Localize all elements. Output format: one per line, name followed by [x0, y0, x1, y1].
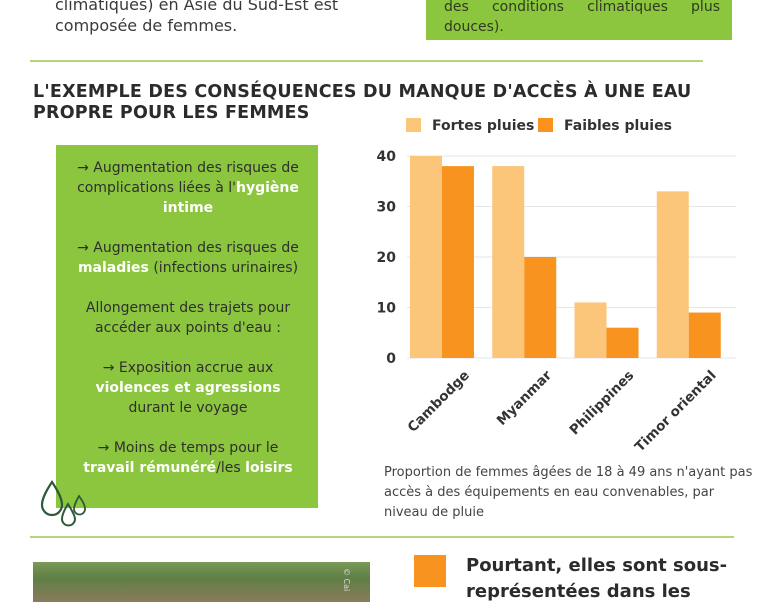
x-tick-label: Timor oriental: [632, 368, 720, 456]
bar-myanmar-fortes: [492, 166, 525, 358]
bar-philippines-fortes: [574, 302, 607, 358]
bar-chart: Fortes pluies Faibles pluies 0 10 20 30 40 Camb…: [377, 118, 736, 456]
bar-myanmar-faibles: [524, 257, 557, 358]
intro-right-box: [426, 0, 732, 40]
consequences-box: [56, 145, 318, 508]
y-tick-label: 20: [377, 250, 397, 266]
consequence-text: durant le voyage: [128, 400, 248, 416]
highlight-diseases: maladies: [77, 260, 149, 276]
bar-timor-oriental-fortes: [656, 191, 689, 358]
section-title: L'EXEMPLE DES CONSÉQUENCES DU MANQUE D'A…: [33, 82, 692, 123]
highlight-paid-work: travail rémunéré: [83, 460, 217, 476]
consequence-journeys: Allongement des trajets pour accéder aux…: [70, 298, 306, 338]
consequence-text: /les: [216, 460, 246, 476]
x-tick-label: Philippines: [567, 368, 638, 439]
consequence-text: → Augmentation des risques de complicati…: [77, 160, 299, 196]
consequence-text: → Augmentation des risques de: [77, 240, 299, 256]
chart-caption: Proportion de femmes âgées de 18 à 49 an…: [384, 465, 753, 520]
consequence-text: → Moins de temps pour le: [97, 440, 279, 456]
y-tick-label: 0: [386, 351, 396, 367]
field-photo: [33, 562, 370, 602]
x-tick-label: Myanmar: [494, 367, 556, 429]
bar-cambodge-fortes: [410, 156, 442, 358]
water-drops-icon: [40, 480, 86, 527]
bar-cambodge-faibles: [442, 166, 474, 358]
highlight-leisure: loisirs: [245, 460, 293, 476]
highlight-hygiene: hygiène intime: [162, 180, 299, 216]
x-tick-label: Cambodge: [405, 368, 473, 436]
consequences-list: → Augmentation des risques de complicati…: [70, 158, 306, 498]
orange-bullet: [414, 555, 446, 587]
intro-left-text: climatiques) en Asie du Sud-Est est comp…: [55, 0, 339, 35]
consequence-diseases: → Augmentation des risques de maladies (…: [70, 238, 306, 278]
consequence-text: (infections urinaires): [148, 260, 299, 276]
intro-right-text: des conditions climatiques plus douces).: [444, 0, 720, 35]
y-tick-label: 40: [377, 149, 397, 165]
divider-top: [30, 60, 703, 62]
legend-swatch: [406, 118, 421, 132]
consequence-hygiene: → Augmentation des risques de complicati…: [70, 158, 306, 218]
photo-credit: © Cai: [342, 568, 351, 592]
consequence-text: Allongement des trajets pour accéder aux…: [85, 300, 291, 336]
divider-bottom: [30, 536, 734, 538]
bar-philippines-faibles: [606, 327, 639, 358]
consequence-violence: → Exposition accrue aux violences et agr…: [70, 358, 306, 418]
consequence-text: → Exposition accrue aux: [102, 360, 274, 376]
highlight-violence: violences et agressions: [95, 380, 281, 396]
legend-swatch: [538, 118, 553, 132]
legend-label: Fortes pluies: [432, 118, 534, 134]
y-tick-label: 10: [377, 301, 397, 317]
bar-timor-oriental-faibles: [688, 312, 721, 358]
consequence-time: → Moins de temps pour le travail rémunér…: [70, 438, 306, 478]
legend-label: Faibles pluies: [564, 118, 672, 134]
bottom-title: Pourtant, elles sont sous-représentées d…: [466, 555, 728, 602]
y-tick-label: 30: [377, 200, 397, 216]
